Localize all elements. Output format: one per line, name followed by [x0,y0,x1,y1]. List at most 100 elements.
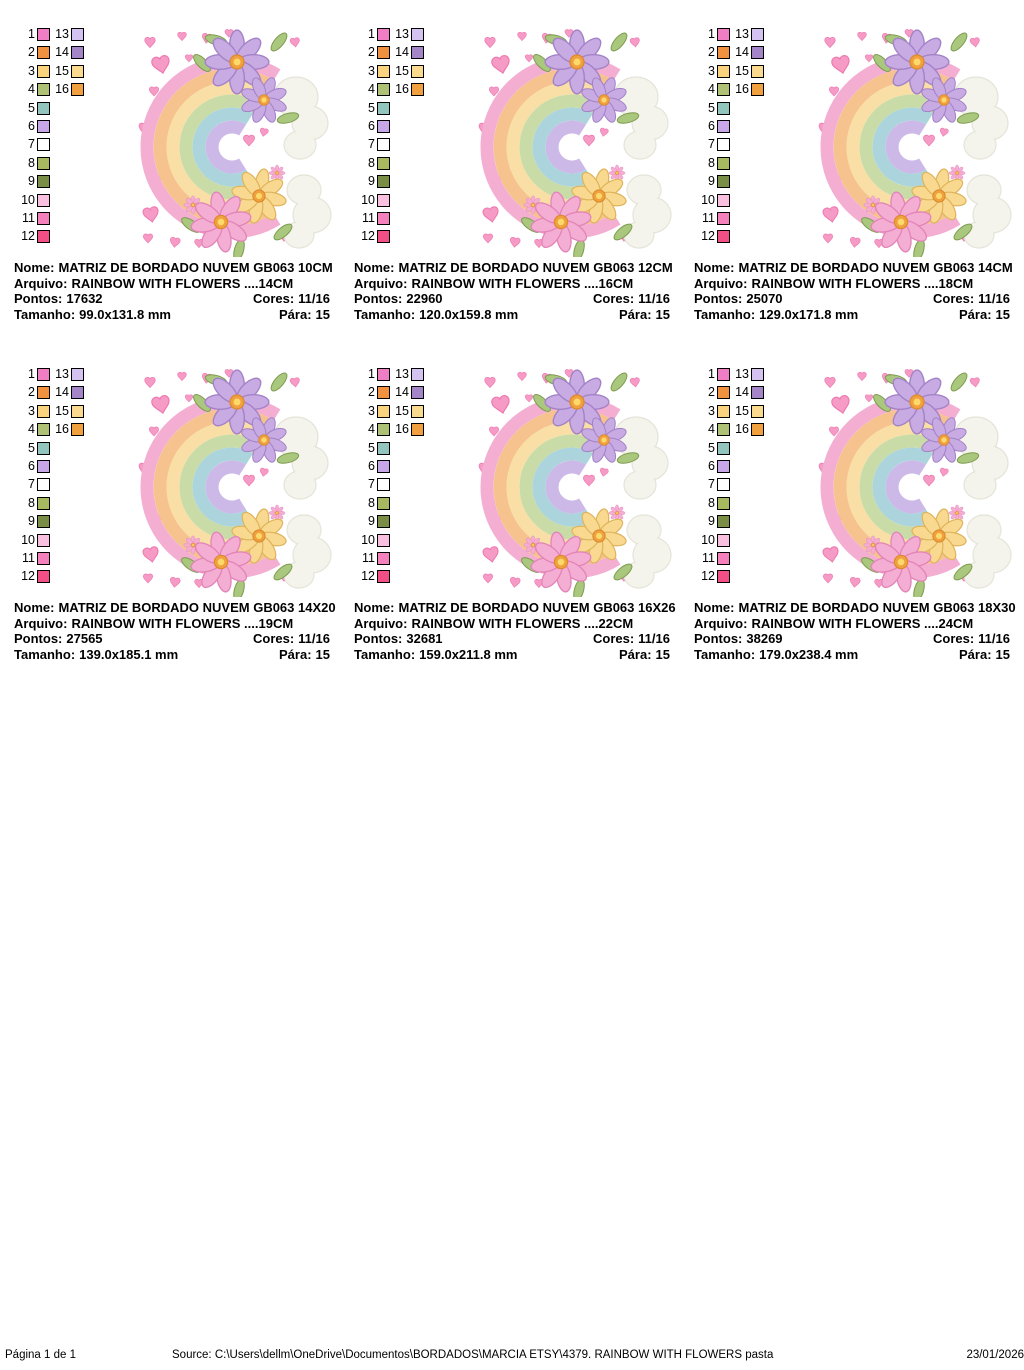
color-number: 10 [21,192,35,207]
color-number: 11 [702,550,715,565]
color-number: 16 [735,82,749,97]
color-swatch [751,64,764,78]
thread-color-row: 3 [358,64,390,78]
thread-color-row: 3 [18,64,50,78]
nome-label: Nome: [694,260,735,275]
nome-value: MATRIZ DE BORDADO NUVEM GB063 18X30 [738,600,1016,615]
para-value: 15 [315,306,330,322]
thread-color-row: 10 [358,533,390,547]
color-number: 9 [28,174,35,189]
color-swatch [377,230,390,244]
cores-label: Cores: [252,631,295,647]
thread-color-row: 16 [52,423,84,437]
thread-color-row: 5 [358,101,390,115]
color-swatch [717,404,730,418]
design-info: Nome: MATRIZ DE BORDADO NUVEM GB063 12CM … [354,260,673,322]
thread-color-row: 15 [392,404,424,418]
color-swatch [37,28,50,41]
color-swatch [717,386,730,400]
thread-color-row: 3 [18,404,50,418]
color-swatch [37,515,50,529]
cores-label: Cores: [932,291,975,307]
thread-color-row: 6 [18,459,50,473]
color-swatch [717,459,730,473]
thread-color-row: 1 [18,368,50,381]
thread-color-row: 7 [358,478,390,492]
pontos-value: 17632 [66,291,103,307]
thread-color-row: 12 [18,570,50,584]
thread-color-row: 8 [358,496,390,510]
pontos-label: Pontos: [354,631,403,647]
thread-color-row: 6 [698,459,730,473]
color-swatch [751,404,764,418]
color-number: 6 [368,118,375,133]
tamanho-label: Tamanho: [694,306,756,322]
color-number: 10 [21,532,35,547]
color-swatch [411,423,424,437]
color-number: 14 [395,385,409,400]
color-number: 3 [708,63,715,78]
color-number: 5 [368,440,375,455]
color-number: 15 [55,63,69,78]
color-number: 13 [395,27,409,41]
thread-color-row: 15 [732,404,764,418]
color-swatch [37,156,50,170]
color-swatch [717,138,730,152]
color-number: 5 [708,440,715,455]
color-swatch [411,64,424,78]
rainbow-flowers-design-thumbnail [136,365,340,597]
thread-color-row: 12 [698,230,730,244]
para-value: 15 [315,646,330,662]
tamanho-value: 139.0x185.1 mm [79,646,179,662]
color-number: 1 [368,367,375,381]
tamanho-label: Tamanho: [14,306,76,322]
color-number: 8 [708,495,715,510]
color-swatch [377,459,390,473]
color-number: 13 [735,367,749,381]
color-number: 7 [28,477,35,492]
pontos-value: 27565 [66,631,103,647]
color-number: 1 [708,367,715,381]
thread-color-row: 9 [18,174,50,189]
thread-color-row: 14 [392,385,424,400]
color-number: 14 [735,385,749,400]
color-number: 9 [28,514,35,529]
color-swatch [717,211,730,225]
thread-color-row: 16 [52,83,84,97]
thread-color-row: 3 [698,404,730,418]
color-number: 6 [368,458,375,473]
color-number: 12 [21,229,35,244]
color-swatch [751,386,764,400]
thread-color-row: 10 [698,193,730,207]
color-number: 2 [368,45,375,60]
color-number: 16 [735,422,749,437]
thread-color-row: 14 [392,46,424,60]
thread-color-row: 4 [358,83,390,97]
design-info: Nome: MATRIZ DE BORDADO NUVEM GB063 10CM … [14,260,333,322]
color-number: 7 [708,477,715,492]
color-swatch [377,570,390,584]
color-number: 4 [28,422,35,437]
thread-color-row: 8 [18,156,50,170]
thread-color-row: 12 [18,229,50,244]
thread-color-row: 2 [698,386,730,400]
thread-color-row: 8 [698,495,730,510]
para-label: Pára: [619,306,652,322]
para-label: Pára: [619,646,652,662]
cores-label: Cores: [592,291,635,307]
thread-color-row: 10 [358,193,390,207]
color-number: 1 [708,27,715,41]
color-number: 12 [361,569,375,584]
color-number: 9 [708,174,715,189]
pontos-value: 22960 [406,291,443,307]
color-swatch [717,230,730,244]
thread-color-row: 14 [732,385,764,400]
tamanho-value: 120.0x159.8 mm [419,306,519,322]
color-swatch [377,551,390,565]
color-swatch [37,368,50,381]
thread-color-row: 16 [392,83,424,97]
color-swatch [71,368,84,381]
design-info: Nome: MATRIZ DE BORDADO NUVEM GB063 16X26… [354,600,676,662]
color-swatch [377,119,390,133]
